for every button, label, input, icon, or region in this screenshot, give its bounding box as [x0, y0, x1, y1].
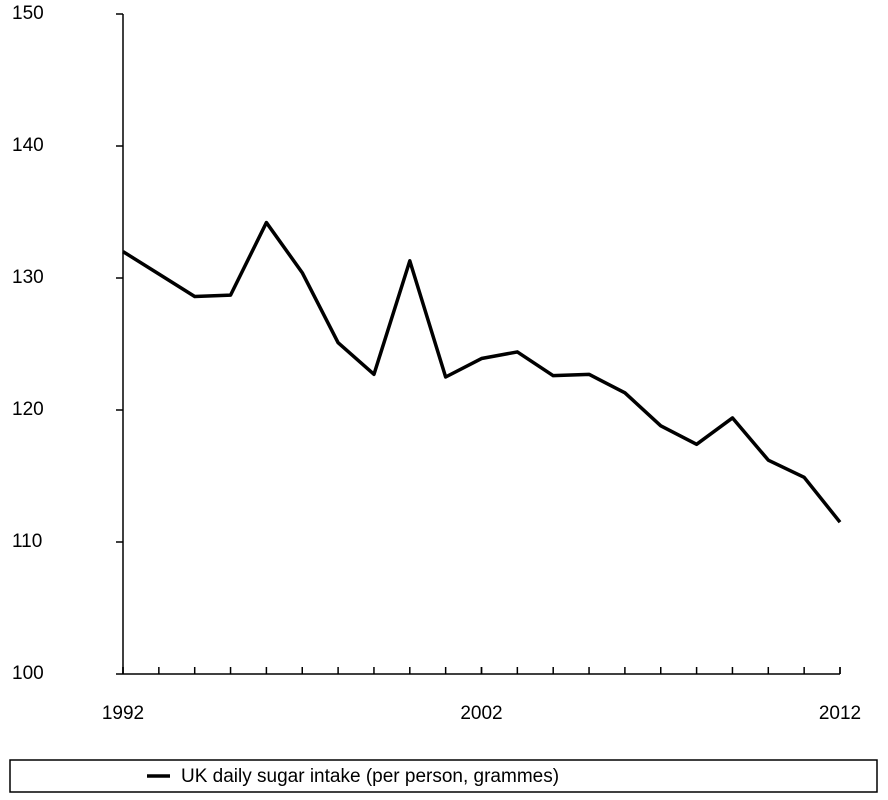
- y-tick-label: 140: [12, 135, 44, 156]
- x-tick-label: 1992: [102, 703, 144, 724]
- line-series: [122, 220, 842, 524]
- y-tick-label: 110: [12, 531, 42, 552]
- y-tick-label: 120: [12, 399, 44, 420]
- y-tick-label: 100: [12, 663, 44, 684]
- y-tick-label: 150: [12, 3, 44, 24]
- legend-label: UK daily sugar intake (per person, gramm…: [181, 766, 559, 787]
- x-tick-label: 2012: [819, 703, 861, 724]
- x-tick-label: 2002: [460, 703, 502, 724]
- y-tick-label: 130: [12, 267, 44, 288]
- legend-box: [9, 759, 878, 793]
